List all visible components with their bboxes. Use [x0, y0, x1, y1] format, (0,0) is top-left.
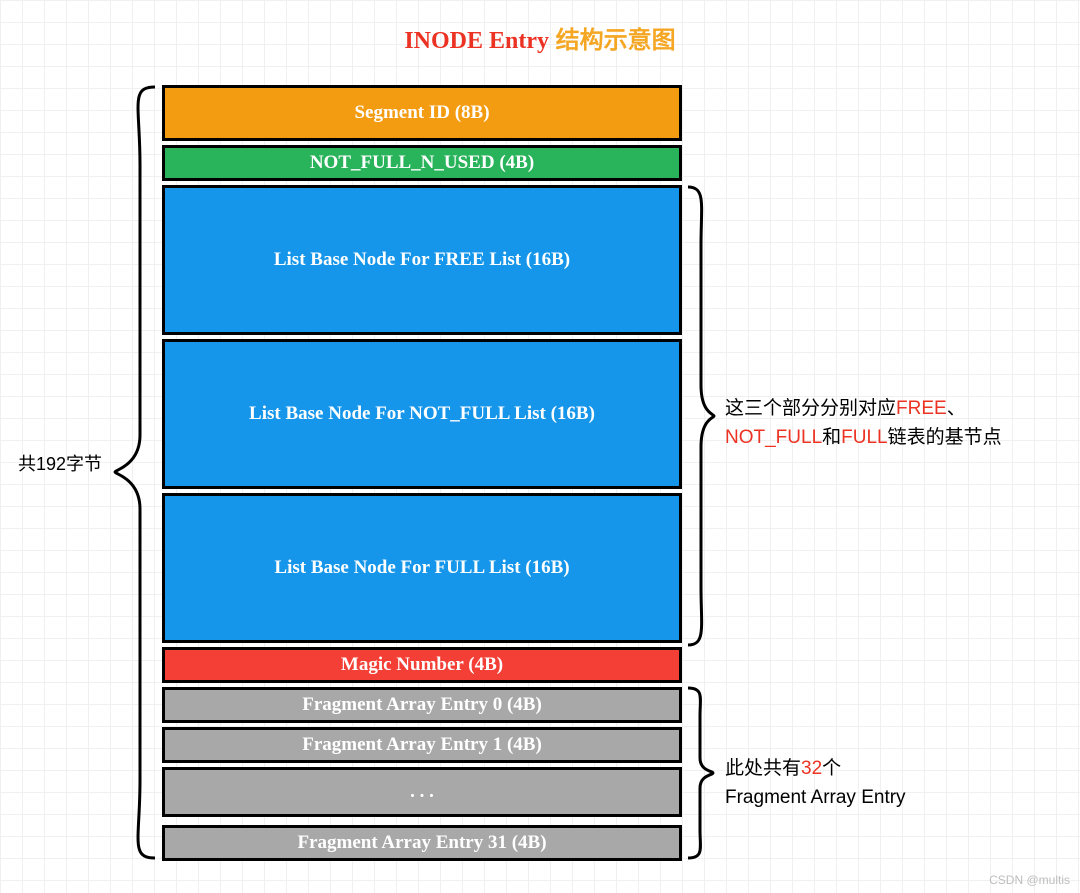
- block-frag-0: Fragment Array Entry 0 (4B): [162, 687, 682, 723]
- annot2-pre: 此处共有: [725, 758, 801, 779]
- annotation-lists: 这三个部分分别对应FREE、 NOT_FULL和FULL链表的基节点: [725, 395, 1065, 452]
- annotation-frags: 此处共有32个 Fragment Array Entry: [725, 755, 1045, 812]
- left-total-bytes-label: 共192字节: [18, 450, 102, 476]
- block-frag-1: Fragment Array Entry 1 (4B): [162, 727, 682, 763]
- left-brace-icon: [110, 85, 160, 860]
- watermark-text: CSDN @multis: [989, 873, 1070, 887]
- block-notfull-list: List Base Node For NOT_FULL List (16B): [162, 339, 682, 489]
- block-segment-id: Segment ID (8B): [162, 85, 682, 141]
- diagram-title: INODE Entry 结构示意图: [0, 20, 1080, 55]
- annot1-post: 链表的基节点: [888, 427, 1002, 448]
- block-magic-number: Magic Number (4B): [162, 647, 682, 683]
- block-free-list: List Base Node For FREE List (16B): [162, 185, 682, 335]
- block-not-full-n-used: NOT_FULL_N_USED (4B): [162, 145, 682, 181]
- right-brace-lists-icon: [686, 185, 716, 647]
- annot1-mid2: 和: [822, 427, 841, 448]
- block-frag-dots: . . .: [162, 767, 682, 817]
- annot2-post: Fragment Array Entry: [725, 787, 906, 808]
- title-en: INODE Entry: [404, 28, 549, 54]
- annot1-pre: 这三个部分分别对应: [725, 398, 896, 419]
- right-brace-frags-icon: [686, 686, 716, 860]
- title-cn: 结构示意图: [556, 27, 676, 54]
- annot2-mid: 个: [822, 758, 841, 779]
- annot1-w2: NOT_FULL: [725, 427, 822, 448]
- annot1-w1: FREE: [896, 398, 947, 419]
- inode-entry-diagram: Segment ID (8B) NOT_FULL_N_USED (4B) Lis…: [162, 85, 682, 865]
- annot1-mid1: 、: [947, 398, 966, 419]
- annot1-w3: FULL: [841, 427, 887, 448]
- block-full-list: List Base Node For FULL List (16B): [162, 493, 682, 643]
- block-frag-31: Fragment Array Entry 31 (4B): [162, 825, 682, 861]
- annot2-num: 32: [801, 758, 822, 779]
